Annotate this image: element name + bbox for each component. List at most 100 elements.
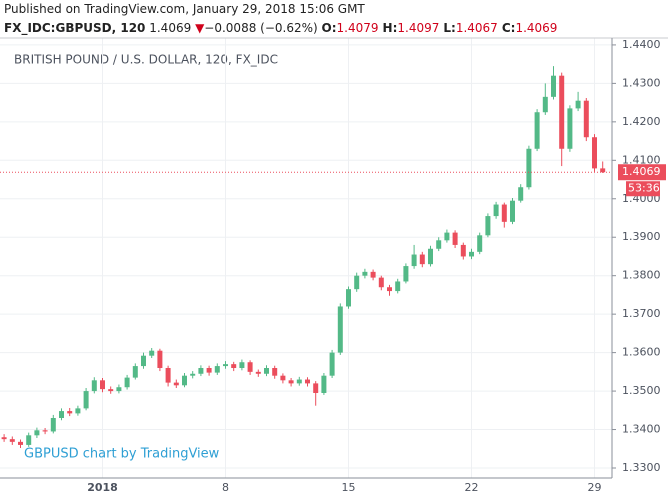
candle-body [75, 408, 81, 414]
candle-body [518, 187, 524, 201]
y-tick-label: 1.3500 [622, 384, 661, 397]
candle-body [469, 251, 474, 257]
x-tick-label: 2018 [87, 481, 118, 494]
ohlc-value: 1.4097 [397, 21, 440, 35]
candle-body [18, 441, 23, 445]
y-tick-label: 1.4100 [622, 153, 661, 166]
candle-body [198, 368, 204, 374]
candle-body [354, 275, 360, 290]
y-tick-label: 1.3400 [622, 423, 661, 436]
candle-body [34, 430, 40, 436]
candle-body [124, 377, 130, 388]
y-tick-label: 1.4200 [622, 115, 661, 128]
candle-body [510, 200, 515, 222]
candle-body [149, 350, 155, 356]
candle-body [272, 368, 278, 376]
y-tick-label: 1.3300 [622, 461, 661, 474]
candle-body [182, 375, 187, 386]
candle-body [592, 137, 597, 169]
candle-body [67, 411, 73, 414]
last-price-box [618, 164, 666, 181]
candle-body [239, 362, 245, 368]
candle-body [477, 235, 483, 252]
candle-body [436, 240, 442, 249]
quote-line: FX_IDC:GBPUSD, 120 1.4069 ▼−0.0088 (−0.6… [4, 19, 561, 38]
candle-body [296, 379, 302, 384]
candle-body [403, 266, 409, 282]
candle-body [264, 368, 269, 374]
candle-body [452, 232, 458, 245]
candle-body [428, 248, 433, 265]
published: Published on TradingView.com, January 29… [4, 2, 365, 16]
x-tick-label: 29 [588, 481, 602, 494]
arrow: ▼ [195, 21, 205, 35]
y-tick-label: 1.4400 [622, 38, 661, 51]
candle-body [362, 271, 368, 276]
candle-body [305, 379, 310, 384]
ohlc-value: 1.4079 [336, 21, 379, 35]
candle-body [231, 364, 237, 368]
ohlc: O:1.4079 H:1.4097 L:1.4067 C:1.4069 [322, 21, 562, 35]
x-tick-label: 8 [222, 481, 229, 494]
candle-body [255, 371, 261, 374]
candle-body [370, 271, 376, 278]
candle-body [485, 216, 491, 236]
candle-body [419, 254, 425, 265]
candle-body [141, 355, 146, 367]
ohlc-label: L: [443, 21, 456, 35]
candle-body [551, 75, 556, 97]
chart-title: BRITISH POUND / U.S. DOLLAR, 120, FX_IDC [14, 53, 278, 67]
candle-body [583, 100, 589, 138]
candle-body [337, 306, 343, 353]
candle-body [214, 366, 220, 373]
candle-body [165, 368, 171, 383]
candle-body [444, 232, 450, 241]
ohlc-value: 1.4067 [455, 21, 498, 35]
candle-body [411, 254, 417, 267]
candle-body [91, 380, 97, 392]
y-tick-label: 1.3600 [622, 346, 661, 359]
watermark: GBPUSD chart by TradingView [24, 447, 220, 462]
candle-body [501, 204, 507, 222]
change: −0.0088 (−0.62%) [204, 21, 318, 35]
candle-body [206, 368, 212, 373]
ohlc-label: O: [321, 21, 337, 35]
candle-body [108, 389, 114, 392]
y-tick-label: 1.4300 [622, 76, 661, 89]
header: Published on TradingView.com, January 29… [4, 0, 561, 38]
candle-body [50, 418, 56, 432]
countdown-box [626, 181, 660, 197]
candle-body [526, 148, 532, 188]
candle-body [59, 411, 64, 418]
candle-body [288, 380, 294, 384]
candle-body [378, 277, 384, 288]
candle-body [395, 281, 401, 292]
candle-body [313, 383, 319, 393]
candle-body [26, 435, 32, 445]
candle-body [534, 112, 540, 149]
candle-body [9, 439, 15, 442]
x-tick-label: 22 [465, 481, 479, 494]
x-tick-label: 15 [342, 481, 356, 494]
candle-body [223, 364, 228, 367]
candle-body [387, 287, 392, 292]
ohlc-label: C: [501, 21, 516, 35]
candle-body [83, 391, 89, 409]
candle-body [173, 382, 179, 386]
candle-body [567, 108, 573, 149]
ohlc-value: 1.4069 [515, 21, 558, 35]
ohlc-label: H: [382, 21, 398, 35]
candle-body [559, 75, 565, 149]
symbol: FX_IDC:GBPUSD, 120 [4, 21, 146, 35]
candle-body [329, 352, 335, 376]
price: 1.4069 [149, 21, 192, 35]
candle-body [1, 437, 7, 440]
y-tick-label: 1.3900 [622, 230, 661, 243]
candle-body [600, 168, 606, 173]
candle-body [280, 375, 286, 381]
candle-body [132, 366, 138, 378]
candle-body [493, 204, 499, 217]
candle-body [575, 100, 581, 109]
candle-body [542, 96, 548, 113]
candle-body [100, 380, 105, 390]
